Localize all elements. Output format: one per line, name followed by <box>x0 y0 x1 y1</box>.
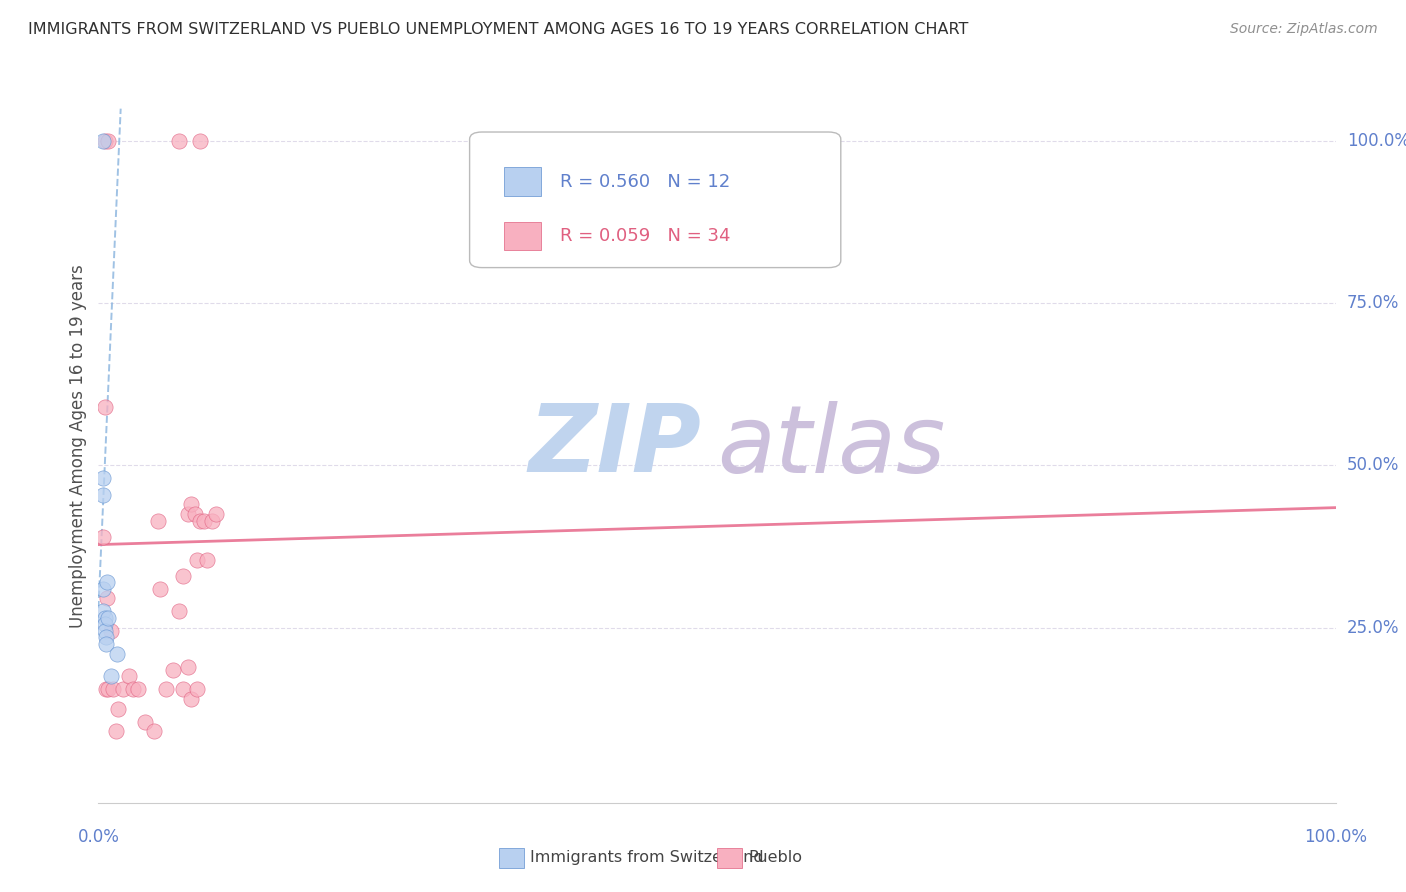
Point <box>146 514 169 528</box>
FancyBboxPatch shape <box>505 222 541 251</box>
Point <box>180 692 202 706</box>
Point <box>93 400 115 414</box>
Text: Immigrants from Switzerland: Immigrants from Switzerland <box>530 850 763 864</box>
Point <box>97 134 120 148</box>
Point <box>201 514 224 528</box>
Text: atlas: atlas <box>717 401 945 491</box>
Point <box>118 669 141 683</box>
Text: Source: ZipAtlas.com: Source: ZipAtlas.com <box>1230 22 1378 37</box>
Point <box>176 659 198 673</box>
Point <box>186 552 208 566</box>
Point <box>97 682 120 697</box>
Point <box>93 624 115 638</box>
Point <box>93 611 115 625</box>
Point <box>162 663 184 677</box>
FancyBboxPatch shape <box>470 132 841 268</box>
Point <box>134 714 156 729</box>
Text: IMMIGRANTS FROM SWITZERLAND VS PUEBLO UNEMPLOYMENT AMONG AGES 16 TO 19 YEARS COR: IMMIGRANTS FROM SWITZERLAND VS PUEBLO UN… <box>28 22 969 37</box>
Point <box>93 604 115 618</box>
Point <box>94 631 117 645</box>
Point <box>122 682 145 697</box>
Point <box>193 514 215 528</box>
Point <box>94 682 117 697</box>
Text: ZIP: ZIP <box>529 400 702 492</box>
Point <box>93 134 115 148</box>
Point <box>143 724 166 739</box>
Point <box>184 507 207 521</box>
Point <box>176 507 198 521</box>
Point <box>105 647 128 661</box>
Point <box>205 507 228 521</box>
Point <box>96 591 118 606</box>
Point <box>93 530 115 544</box>
Text: 75.0%: 75.0% <box>1347 294 1399 312</box>
Point <box>100 624 122 638</box>
Point <box>155 682 177 697</box>
Point <box>93 471 115 485</box>
Point <box>104 724 127 739</box>
Point <box>97 611 120 625</box>
Point <box>100 669 122 683</box>
Point <box>188 134 211 148</box>
Point <box>172 568 194 582</box>
Point <box>195 552 218 566</box>
Text: 25.0%: 25.0% <box>1347 619 1399 637</box>
Point <box>127 682 149 697</box>
Point <box>167 134 190 148</box>
Point <box>180 497 202 511</box>
Point <box>93 134 115 148</box>
Point <box>94 637 117 651</box>
Text: 100.0%: 100.0% <box>1305 828 1367 846</box>
Point <box>107 702 129 716</box>
Point <box>167 604 190 618</box>
Text: 50.0%: 50.0% <box>1347 457 1399 475</box>
Text: 0.0%: 0.0% <box>77 828 120 846</box>
Y-axis label: Unemployment Among Ages 16 to 19 years: Unemployment Among Ages 16 to 19 years <box>69 264 87 628</box>
Point <box>103 682 125 697</box>
Point <box>93 617 115 632</box>
Point <box>186 682 208 697</box>
Text: R = 0.560   N = 12: R = 0.560 N = 12 <box>560 173 730 191</box>
Point <box>188 514 211 528</box>
Point <box>149 582 172 596</box>
Text: R = 0.059   N = 34: R = 0.059 N = 34 <box>560 227 731 245</box>
FancyBboxPatch shape <box>505 168 541 196</box>
Text: Pueblo: Pueblo <box>748 850 801 864</box>
Point <box>96 575 118 590</box>
Point <box>93 582 115 596</box>
Point <box>93 488 115 502</box>
Point <box>172 682 194 697</box>
Text: 100.0%: 100.0% <box>1347 132 1406 150</box>
Point <box>112 682 135 697</box>
